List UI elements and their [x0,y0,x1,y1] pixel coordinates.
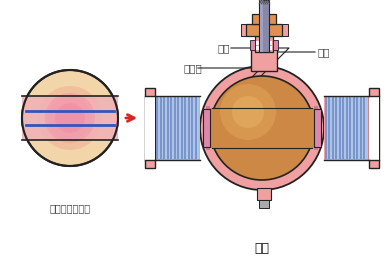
Bar [332,97,334,159]
Text: 球体俯视剖面图: 球体俯视剖面图 [49,203,91,213]
Bar [246,24,282,36]
Text: 球体: 球体 [218,43,231,53]
Circle shape [210,76,314,180]
Bar [257,188,271,200]
Circle shape [45,93,95,143]
Circle shape [22,70,118,166]
Bar [273,40,278,50]
Bar [260,0,263,52]
Bar [145,96,155,160]
Bar [206,106,210,150]
Bar [250,40,255,50]
Bar [177,97,179,159]
Text: 阀杆: 阀杆 [318,47,331,57]
Bar [156,97,158,159]
Bar [256,41,272,45]
Bar [210,108,314,148]
Bar [163,97,165,159]
Bar [282,24,288,36]
Text: 球阀: 球阀 [254,242,270,255]
Bar [353,97,355,159]
Bar [252,14,276,24]
Bar [255,36,273,52]
Bar [346,97,348,159]
Bar [159,97,161,159]
Bar [328,97,331,159]
Bar [339,97,341,159]
Circle shape [220,84,276,140]
Bar [241,24,247,36]
Bar [335,97,338,159]
Bar [180,97,182,159]
Bar [145,88,155,168]
Bar [356,97,359,159]
Bar [325,97,368,159]
Bar [369,96,379,160]
Bar [314,106,318,150]
Bar [314,109,321,147]
Bar [251,49,277,71]
Bar [342,97,345,159]
Bar [325,97,327,159]
Bar [156,97,199,159]
Bar [324,96,369,160]
Bar [349,97,352,159]
Circle shape [48,96,92,140]
Bar [191,97,193,159]
Bar [259,200,269,208]
Circle shape [56,104,84,132]
Bar [187,97,189,159]
Bar [173,97,175,159]
Bar [360,97,362,159]
Bar [166,97,168,159]
Bar [369,88,379,168]
Bar [155,96,200,160]
Circle shape [200,66,324,190]
Circle shape [232,96,264,128]
Bar [170,97,172,159]
Bar [259,0,269,52]
Bar [363,97,366,159]
Bar [256,46,272,50]
Bar [22,96,118,140]
Circle shape [55,103,85,133]
Bar [194,97,196,159]
Circle shape [38,86,102,150]
Bar [184,97,186,159]
Bar [203,109,210,147]
Text: 密封座: 密封座 [183,63,202,73]
